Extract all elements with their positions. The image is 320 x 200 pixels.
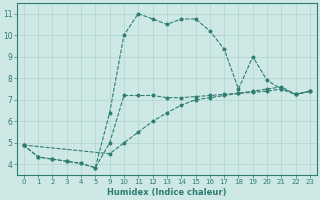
X-axis label: Humidex (Indice chaleur): Humidex (Indice chaleur) <box>107 188 227 197</box>
